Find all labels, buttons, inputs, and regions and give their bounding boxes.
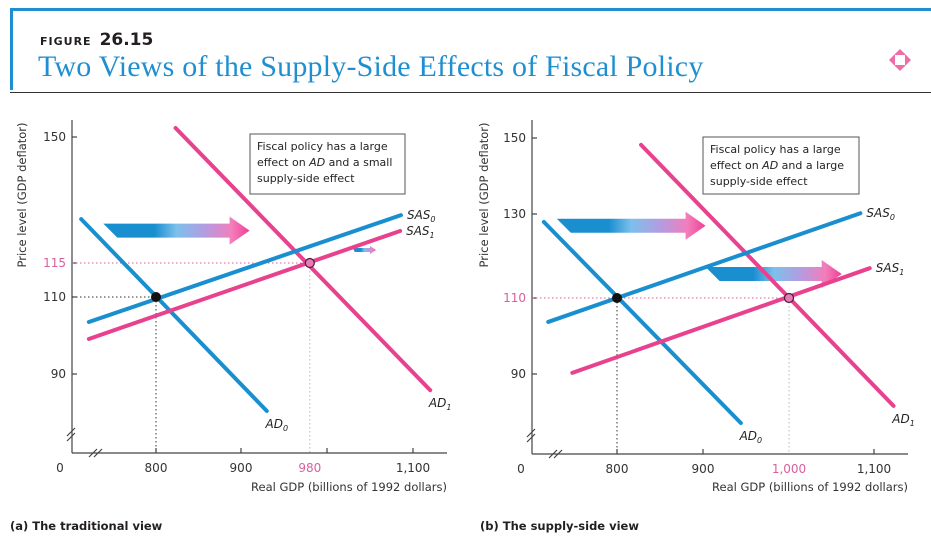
curve-label: AD0 [739,429,763,445]
figure-label: FIGURE 26.15 [40,30,153,50]
y-tick-label: 130 [503,207,526,221]
header-left-rule [10,8,13,90]
y-axis-break [66,427,76,442]
x-origin-label: 0 [517,462,525,476]
x-tick-label: 800 [606,462,629,476]
y-axis-break [526,428,536,443]
x-axis-break [88,448,103,458]
x-tick-label: 1,100 [396,461,430,475]
x-tick-label: 1,000 [772,462,806,476]
equilibrium-point-initial [151,292,161,302]
curve-label: AD0 [265,417,289,433]
curve-label: AD1 [891,412,915,428]
y-tick-label: 150 [43,130,66,144]
x-axis-label: Real GDP (billions of 1992 dollars) [251,480,447,494]
figure-title: Two Views of the Supply-Side Effects of … [38,50,704,83]
figure-label-word: FIGURE [40,35,92,48]
shift-arrow [103,216,250,245]
x-tick-label: 980 [298,461,321,475]
equilibrium-point-new [783,292,795,304]
curve-ad0 [541,219,743,426]
shift-arrow [705,260,842,289]
annotation-line: effect on AD and a small [257,156,392,169]
equilibrium-point-new [304,257,315,269]
y-axis-label: Price level (GDP deflator) [477,123,491,268]
curve-sas1 [86,228,403,341]
x-axis-label: Real GDP (billions of 1992 dollars) [712,480,908,494]
y-tick-label: 115 [43,256,66,270]
y-tick-label: 110 [503,291,526,305]
x-tick-label: 900 [692,462,715,476]
x-tick-label: 800 [145,461,168,475]
header-top-rule [10,8,931,11]
x-tick-label: 900 [230,461,253,475]
curve-label: SAS1 [876,261,905,277]
header-bottom-rule [10,92,931,93]
annotation-box [249,133,406,195]
curve-ad1 [639,142,896,408]
curve-ad0 [79,217,269,413]
y-tick-label: 150 [503,131,526,145]
curve-label: AD1 [428,396,452,412]
figure-number: 26.15 [99,30,154,50]
y-tick-label: 90 [51,367,66,381]
panel-caption-b: (b) The supply-side view [480,519,639,533]
curve-label: SAS1 [406,224,435,240]
panel-caption-a: (a) The traditional view [10,519,163,533]
curve-sas0 [546,211,863,324]
curve-sas1 [570,266,872,375]
x-axis-break [548,449,563,459]
annotation-line: Fiscal policy has a large [257,140,388,153]
curve-label: SAS0 [407,208,436,224]
annotation-line: supply-side effect [257,172,355,185]
annotation-box [702,136,860,195]
curve-label: SAS0 [866,206,895,222]
y-tick-label: 90 [511,367,526,381]
annotation-line: supply-side effect [710,175,808,188]
x-tick-label: 1,100 [857,462,891,476]
x-origin-label: 0 [56,461,64,475]
annotation-line: effect on AD and a large [710,159,844,172]
curve-ad1 [173,126,433,393]
shift-arrow [556,211,706,240]
equilibrium-point-initial [612,293,622,303]
diamond-icon [889,49,911,71]
y-axis-label: Price level (GDP deflator) [15,123,29,268]
annotation-line: Fiscal policy has a large [710,143,841,156]
shift-arrow [352,246,377,255]
curve-sas0 [86,213,403,325]
y-tick-label: 110 [43,290,66,304]
